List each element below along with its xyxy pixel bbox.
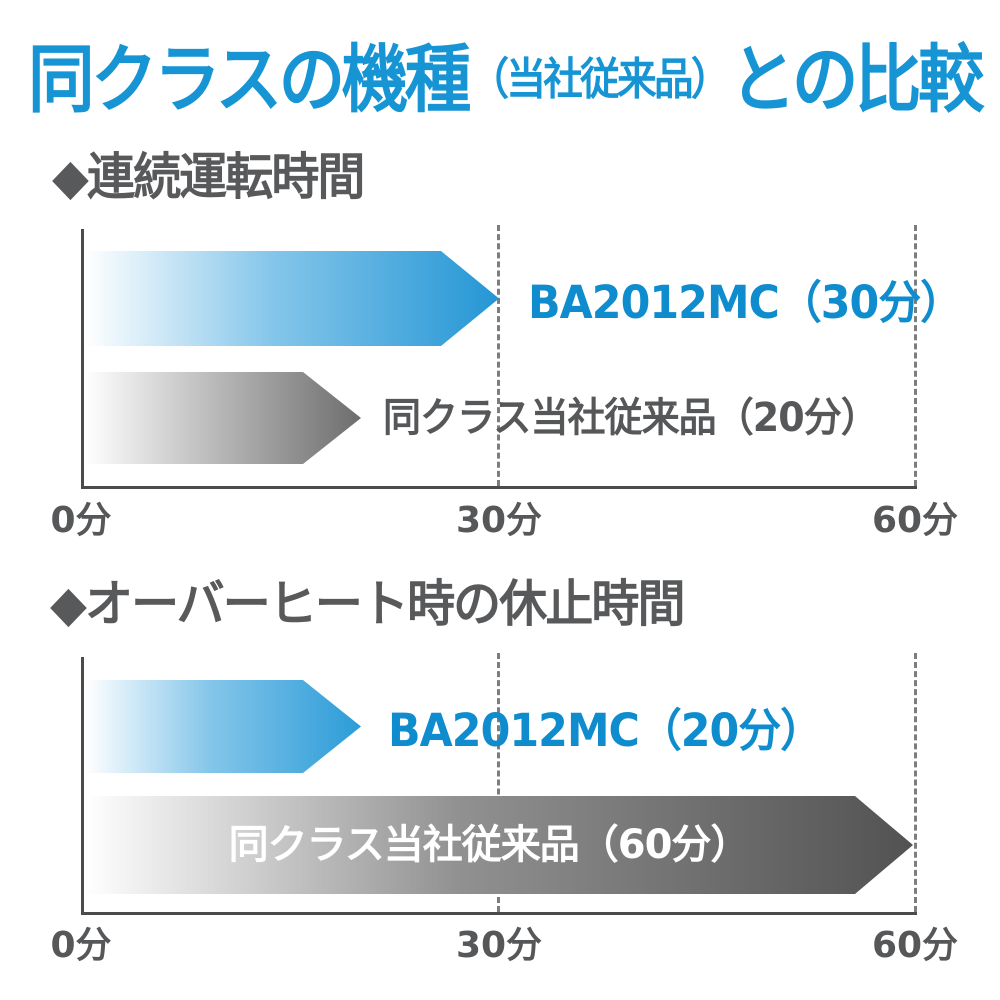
page-title-prefix: 同クラスの機種: [28, 37, 471, 123]
bar-label-conventional-20min: 同クラス当社従来品（20分）: [383, 395, 879, 441]
tick-label-0min-chart2: 0分: [50, 925, 112, 966]
bar-ba2012mc-30min: [85, 251, 499, 346]
y-axis-chart1: [81, 229, 84, 487]
gridline-30min-chart1: [497, 225, 500, 486]
page-title-suffix: との比較: [729, 37, 985, 123]
tick-label-0min-chart1: 0分: [50, 500, 112, 541]
tick-label-60min-chart1: 60分: [871, 500, 959, 541]
x-axis-chart2: [81, 912, 917, 915]
x-axis-chart1: [81, 486, 917, 489]
bar-conventional-60min: 同クラス当社従来品（60分）: [85, 796, 913, 894]
bar-label-conventional-60min: 同クラス当社従来品（60分）: [228, 822, 750, 868]
bar-label-ba2012mc-20min: BA2012MC（20分）: [388, 704, 823, 757]
page-title: 同クラスの機種 （当社従来品） との比較: [28, 36, 985, 124]
section-heading-continuous-operation: ◆連続運転時間: [52, 148, 365, 206]
bar-conventional-20min: [85, 372, 361, 464]
y-axis-chart2: [81, 657, 84, 913]
section-heading-overheat-pause: ◆オーバーヒート時の休止時間: [50, 575, 685, 633]
page-title-paren: （当社従来品）: [469, 54, 730, 105]
bar-label-ba2012mc-30min: BA2012MC（30分）: [528, 276, 963, 329]
tick-label-60min-chart2: 60分: [871, 925, 959, 966]
gridline-60min-chart1: [914, 225, 917, 486]
gridline-60min-chart2: [914, 653, 917, 912]
bar-ba2012mc-20min: [85, 680, 361, 773]
gridline-30min-chart2: [497, 653, 500, 912]
tick-label-30min-chart1: 30分: [455, 500, 543, 541]
tick-label-30min-chart2: 30分: [455, 925, 543, 966]
